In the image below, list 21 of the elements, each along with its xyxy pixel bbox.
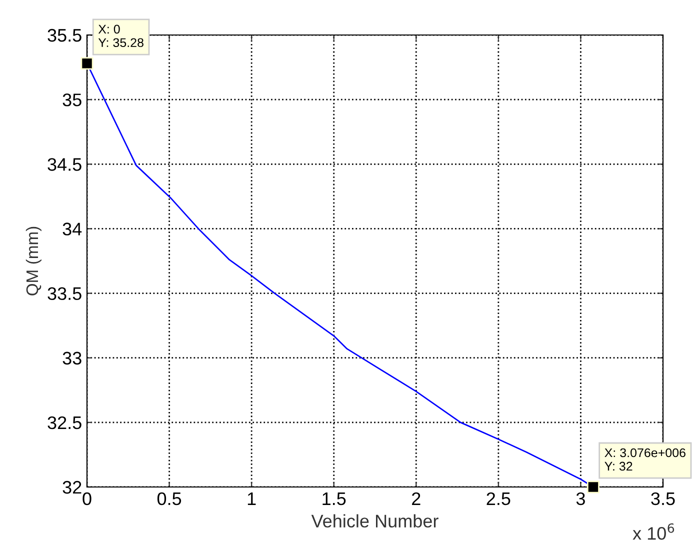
x-tick-label: 3 [576, 492, 585, 506]
y-tick-label: 35 [62, 94, 82, 106]
y-tick-label: 34 [62, 222, 82, 236]
x-tick-label: 3.5 [651, 492, 675, 506]
y-tick-label: 32 [62, 480, 82, 494]
annotation: X: 0 Y: 35.28 [98, 24, 144, 48]
x-tick-label: 2.5 [486, 492, 510, 506]
x-tick-label: 0.5 [157, 492, 182, 506]
annotation: X: 3.076e+006 Y: 32 [604, 448, 686, 471]
y-tick-label: 34.5 [48, 158, 82, 171]
x-tick-label: 1.5 [322, 492, 346, 506]
text: x 10$^{6}$ [632, 523, 674, 540]
y-tick-label: 32.5 [48, 416, 82, 430]
y-axis-title: QM (mm) [26, 226, 42, 296]
x-tick-label: 2 [412, 492, 420, 505]
y-tick-label: 33 [62, 352, 82, 365]
x-tick-label: 1 [248, 492, 256, 505]
y-tick-label: 35.5 [48, 28, 82, 42]
x-axis-title: Vehicle Number [311, 514, 438, 528]
x-tick-label: 0 [82, 492, 92, 506]
y-tick-label: 33.5 [48, 287, 82, 300]
